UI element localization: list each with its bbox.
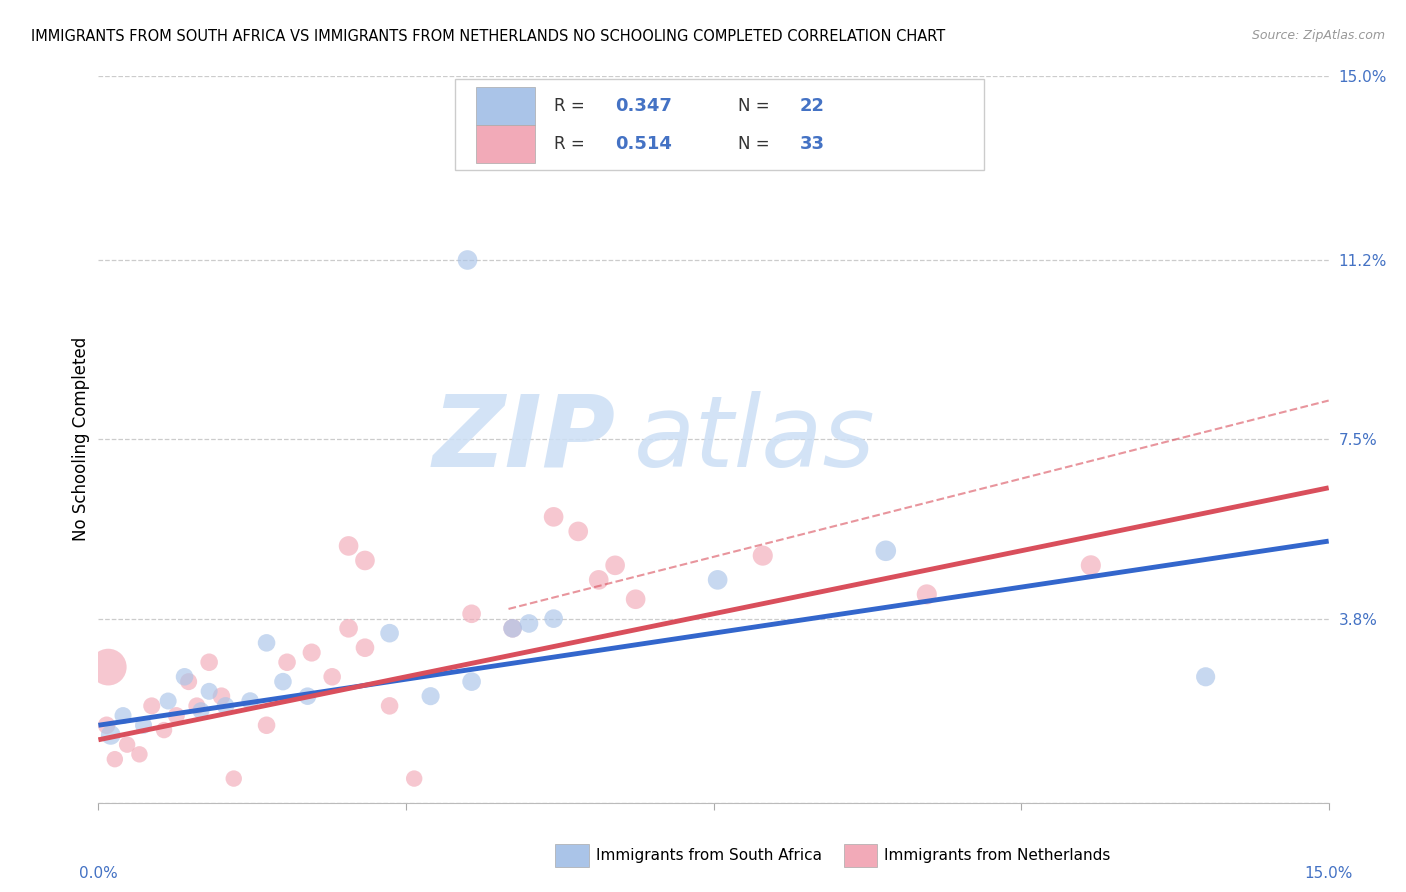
Point xyxy=(165,708,187,723)
Bar xyxy=(477,87,536,125)
Point xyxy=(337,539,360,553)
Point xyxy=(239,694,262,708)
Point xyxy=(198,684,221,698)
Text: Immigrants from South Africa: Immigrants from South Africa xyxy=(596,848,823,863)
Point xyxy=(588,573,610,587)
Text: Immigrants from Netherlands: Immigrants from Netherlands xyxy=(884,848,1111,863)
Point xyxy=(186,698,208,713)
Text: N =: N = xyxy=(738,96,775,115)
Text: 0.514: 0.514 xyxy=(616,135,672,153)
Point xyxy=(104,752,127,766)
Point xyxy=(115,738,138,752)
Point xyxy=(378,698,401,713)
Point xyxy=(198,655,221,669)
Text: 33: 33 xyxy=(800,135,825,153)
Point xyxy=(460,674,482,689)
Text: Source: ZipAtlas.com: Source: ZipAtlas.com xyxy=(1251,29,1385,42)
Point xyxy=(153,723,176,737)
Point xyxy=(337,621,360,635)
Point xyxy=(875,543,897,558)
Point xyxy=(543,509,565,524)
Point xyxy=(214,698,236,713)
Point xyxy=(354,640,377,655)
Point xyxy=(419,689,441,703)
Point xyxy=(190,704,212,718)
Point xyxy=(751,549,773,563)
Text: R =: R = xyxy=(554,96,589,115)
Point xyxy=(256,636,278,650)
Text: N =: N = xyxy=(738,135,775,153)
Text: 22: 22 xyxy=(800,96,825,115)
Text: 0.347: 0.347 xyxy=(616,96,672,115)
Text: atlas: atlas xyxy=(634,391,875,488)
Point xyxy=(97,660,120,674)
Point xyxy=(605,558,627,573)
Point xyxy=(96,718,118,732)
Y-axis label: No Schooling Completed: No Schooling Completed xyxy=(72,337,90,541)
Point xyxy=(567,524,589,539)
Point xyxy=(354,553,377,567)
Text: 15.0%: 15.0% xyxy=(1305,866,1353,880)
Point xyxy=(141,698,163,713)
Point xyxy=(517,616,540,631)
Point xyxy=(502,621,524,635)
Point xyxy=(157,694,180,708)
Point xyxy=(271,674,294,689)
Text: 0.0%: 0.0% xyxy=(79,866,118,880)
Point xyxy=(915,587,938,601)
Point xyxy=(378,626,401,640)
Point xyxy=(1080,558,1102,573)
Point xyxy=(256,718,278,732)
Point xyxy=(624,592,647,607)
Point xyxy=(297,689,319,703)
Point xyxy=(706,573,728,587)
Point xyxy=(132,718,155,732)
Point xyxy=(100,728,122,742)
Point xyxy=(502,621,524,635)
Point xyxy=(128,747,150,762)
Point xyxy=(456,252,478,267)
Point xyxy=(211,689,233,703)
Point xyxy=(112,708,135,723)
Bar xyxy=(477,125,536,163)
Point xyxy=(276,655,298,669)
Point xyxy=(301,646,323,660)
Point xyxy=(177,674,200,689)
Text: IMMIGRANTS FROM SOUTH AFRICA VS IMMIGRANTS FROM NETHERLANDS NO SCHOOLING COMPLET: IMMIGRANTS FROM SOUTH AFRICA VS IMMIGRAN… xyxy=(31,29,945,44)
Point xyxy=(460,607,482,621)
Point xyxy=(173,670,195,684)
Point xyxy=(321,670,343,684)
FancyBboxPatch shape xyxy=(456,79,984,170)
Text: ZIP: ZIP xyxy=(432,391,616,488)
Point xyxy=(404,772,426,786)
Point xyxy=(222,772,245,786)
Point xyxy=(543,612,565,626)
Point xyxy=(1195,670,1218,684)
Text: R =: R = xyxy=(554,135,589,153)
